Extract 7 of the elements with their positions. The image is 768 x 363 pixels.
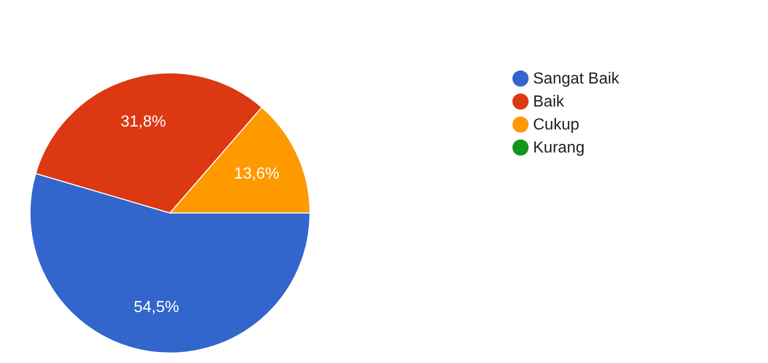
data-label: 54,5% xyxy=(134,299,180,316)
legend-label: Kurang xyxy=(533,140,585,156)
legend-label: Cukup xyxy=(533,116,580,134)
data-label: 31,8% xyxy=(120,114,166,131)
legend-label: Sangat Baik xyxy=(533,70,620,88)
legend-label: Baik xyxy=(533,94,566,110)
data-label: 13,6% xyxy=(234,166,280,183)
